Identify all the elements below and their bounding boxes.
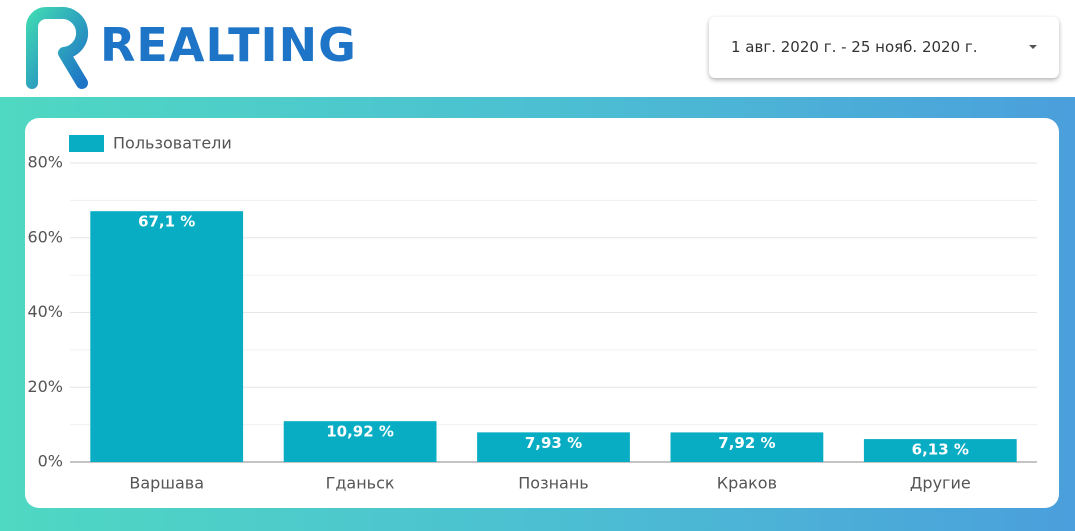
y-tick-label: 40% bbox=[27, 302, 63, 321]
y-tick-label: 0% bbox=[38, 452, 63, 471]
date-range: 1 авг. 2020 г. - 25 нояб. 2020 г. bbox=[731, 38, 978, 56]
y-tick-label: 20% bbox=[27, 377, 63, 396]
header: REALTING 1 авг. 2020 г. - 25 нояб. 2020 … bbox=[0, 0, 1075, 97]
value-label: 67,1 % bbox=[138, 213, 195, 231]
x-tick-label: Варшава bbox=[129, 474, 204, 493]
x-tick-label: Познань bbox=[518, 474, 588, 493]
x-tick-label: Гданьск bbox=[326, 474, 395, 493]
logo-text: REALTING bbox=[100, 18, 357, 72]
value-label: 7,93 % bbox=[525, 434, 582, 452]
bar bbox=[863, 439, 1017, 462]
legend-swatch bbox=[69, 135, 104, 152]
dropdown-arrow bbox=[1029, 45, 1037, 49]
value-label: 7,92 % bbox=[718, 434, 775, 452]
y-tick-label: 80% bbox=[27, 153, 63, 172]
x-tick-label: Другие bbox=[910, 474, 971, 493]
bar bbox=[90, 211, 244, 462]
bar bbox=[283, 421, 437, 462]
logo-icon bbox=[26, 6, 89, 89]
y-tick-label: 60% bbox=[27, 227, 63, 246]
value-label: 6,13 % bbox=[912, 441, 969, 459]
x-tick-label: Краков bbox=[717, 474, 777, 493]
legend-label: Пользователи bbox=[113, 134, 232, 153]
value-label: 10,92 % bbox=[326, 423, 394, 441]
date-range-picker[interactable]: 1 авг. 2020 г. - 25 нояб. 2020 г. bbox=[709, 17, 1059, 78]
bar bbox=[670, 432, 824, 462]
bar bbox=[477, 432, 630, 462]
